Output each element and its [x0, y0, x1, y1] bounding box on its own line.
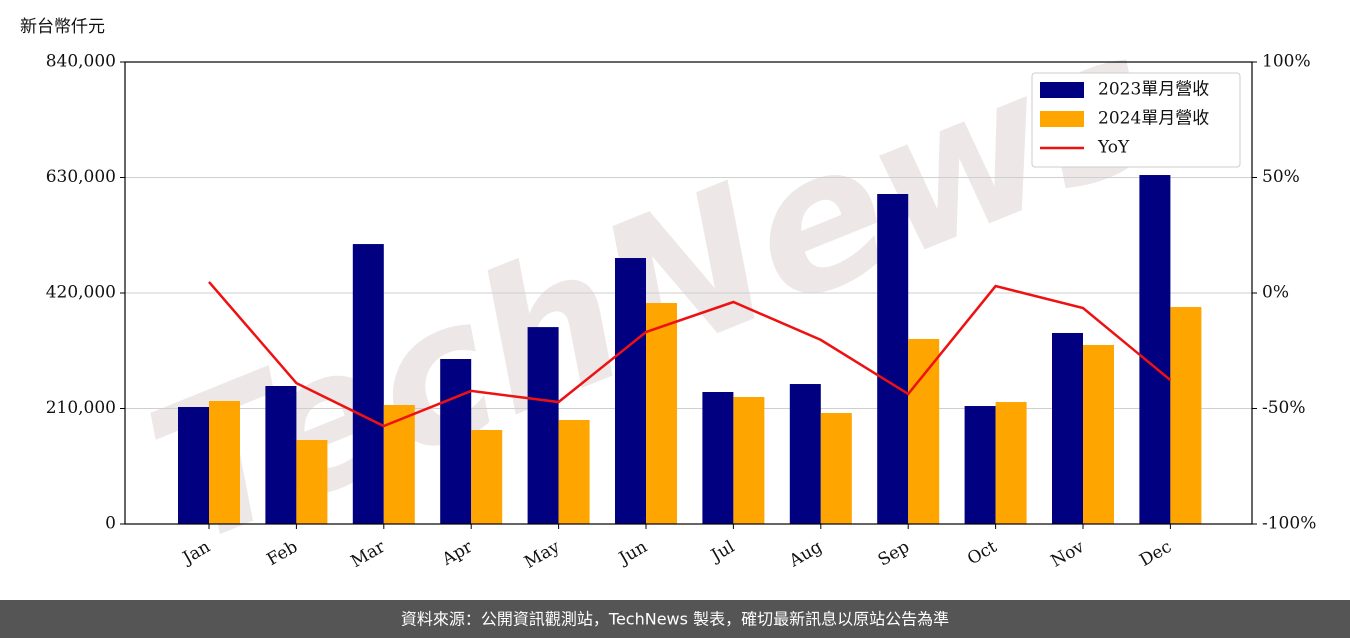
bar: [558, 419, 590, 524]
legend-swatch: [1040, 111, 1084, 127]
unit-label: 新台幣仟元: [20, 17, 105, 37]
y2-tick-label: -50%: [1262, 398, 1306, 418]
bar: [1083, 344, 1114, 524]
y-tick-label: 630,000: [46, 167, 116, 187]
x-tick-label: Apr: [438, 536, 477, 570]
bar: [352, 244, 384, 525]
footer: 資料來源：公開資訊觀測站，TechNews 製表，確切最新訊息以原站公告為準: [401, 610, 949, 629]
bar: [995, 402, 1027, 524]
x-tick-label: Aug: [785, 537, 826, 572]
y-tick-label: 210,000: [46, 398, 116, 418]
bar: [209, 401, 240, 524]
bar: [440, 359, 472, 524]
yoy-line: [208, 281, 1172, 428]
plot-frame: [124, 61, 1253, 525]
bar: [702, 392, 734, 524]
y2-tick-label: -100%: [1262, 514, 1316, 534]
bar: [789, 384, 821, 524]
legend-swatch: [1040, 82, 1084, 98]
y2-tick-label: 50%: [1262, 167, 1300, 187]
bar: [964, 406, 996, 524]
y2-tick-label: 0%: [1262, 283, 1289, 303]
bar: [908, 338, 940, 524]
y-tick-label: 420,000: [46, 283, 116, 303]
y-tick-label: 840,000: [46, 52, 116, 72]
bar: [1170, 307, 1202, 524]
legend-label: 2023單月營收: [1098, 80, 1209, 100]
y2-tick-label: 100%: [1262, 52, 1311, 72]
x-tick-label: Nov: [1048, 537, 1088, 572]
bar: [471, 430, 503, 524]
bar: [1139, 175, 1171, 524]
y-tick-label: 0: [105, 514, 116, 534]
bar: [877, 194, 909, 524]
footer-band: [0, 600, 1350, 638]
bar: [615, 258, 646, 524]
x-tick-label: Dec: [1136, 537, 1175, 571]
legend-label: 2024單月營收: [1098, 109, 1209, 129]
x-tick-label: Jul: [706, 537, 738, 567]
bar: [383, 404, 415, 524]
x-tick-label: Mar: [348, 536, 390, 572]
bar: [527, 327, 559, 524]
bar: [178, 407, 209, 524]
bar: [1052, 332, 1083, 524]
bar: [820, 413, 852, 524]
bar: [265, 386, 297, 524]
x-tick-label: Oct: [964, 537, 1000, 570]
x-tick-label: May: [521, 537, 564, 573]
bar: [646, 303, 677, 524]
bar: [296, 440, 328, 524]
bar: [733, 397, 765, 524]
legend-label: YoY: [1097, 138, 1130, 158]
x-tick-label: Jun: [614, 537, 651, 570]
x-tick-label: Sep: [875, 537, 913, 571]
